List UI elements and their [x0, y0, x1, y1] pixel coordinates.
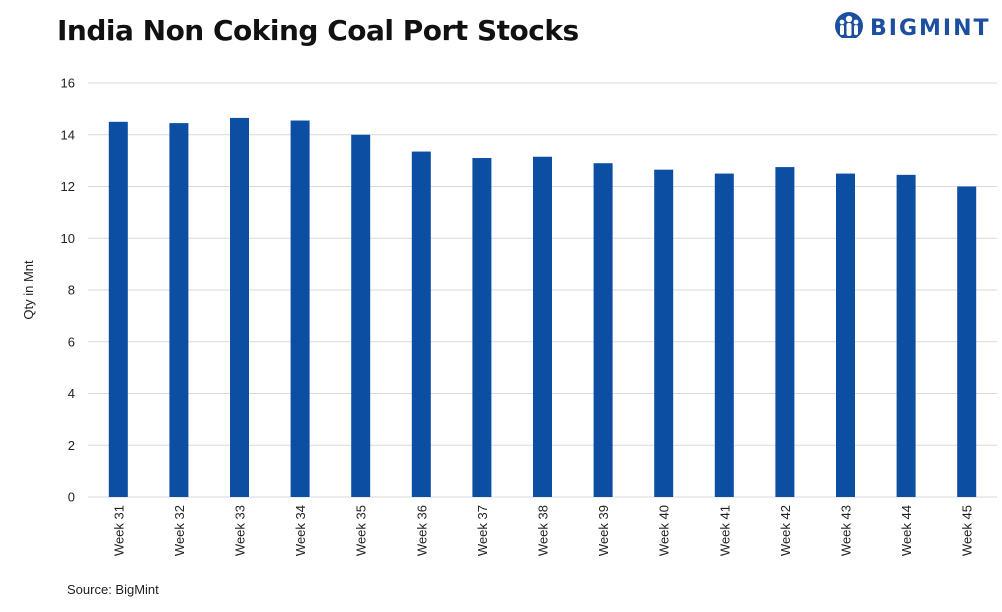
- x-tick-label: Week 41: [717, 505, 732, 556]
- bar: [472, 158, 492, 497]
- bar: [533, 156, 552, 497]
- logo-text: BIGMINT: [870, 15, 991, 41]
- y-tick-label: 2: [68, 438, 75, 453]
- bar: [775, 167, 795, 497]
- x-axis-ticks: Week 31 Week 32 Week 33 Week 34 Week 35 Week …: [111, 505, 974, 556]
- bar: [836, 173, 855, 497]
- x-tick-label: Week 37: [475, 505, 490, 556]
- x-tick-label: Week 35: [354, 505, 369, 556]
- bigmint-logo: BIGMINT: [834, 10, 991, 46]
- y-tick-label: 14: [61, 127, 75, 142]
- x-tick-label: Week 39: [596, 505, 611, 556]
- bigmint-figure-logo-icon: [835, 12, 863, 43]
- bar: [108, 121, 128, 497]
- x-tick-label: Week 43: [839, 505, 854, 556]
- bars: [108, 117, 977, 498]
- x-tick-label: Week 34: [293, 505, 308, 556]
- bar: [714, 173, 734, 497]
- y-tick-label: 12: [61, 179, 75, 194]
- x-tick-label: Week 31: [111, 505, 126, 556]
- bar: [654, 169, 674, 497]
- y-tick-label: 10: [61, 231, 75, 246]
- bar: [411, 151, 431, 497]
- x-tick-label: Week 45: [960, 505, 975, 556]
- x-tick-label: Week 44: [899, 505, 914, 556]
- x-tick-label: Week 36: [414, 505, 429, 556]
- bar: [290, 120, 310, 498]
- y-axis-ticks: 0 2 4 6 8 10 12 14 16: [61, 76, 75, 505]
- source-note: Source: BigMint: [67, 582, 159, 597]
- y-tick-label: 0: [68, 490, 75, 505]
- bar: [957, 186, 977, 497]
- bar: [593, 163, 613, 497]
- y-axis-label: Qty in Mnt: [21, 260, 36, 320]
- x-tick-label: Week 38: [536, 505, 551, 556]
- bar: [896, 174, 916, 497]
- bar: [230, 117, 249, 498]
- bar: [351, 134, 371, 497]
- y-tick-label: 6: [68, 334, 75, 349]
- y-tick-label: 4: [68, 386, 75, 401]
- bar: [169, 123, 189, 497]
- x-tick-label: Week 32: [172, 505, 187, 556]
- y-tick-label: 16: [61, 76, 75, 91]
- chart-title: India Non Coking Coal Port Stocks: [57, 14, 579, 47]
- x-tick-label: Week 42: [778, 505, 793, 556]
- y-tick-label: 8: [68, 283, 75, 298]
- x-tick-label: Week 33: [233, 505, 248, 556]
- x-tick-label: Week 40: [657, 505, 672, 556]
